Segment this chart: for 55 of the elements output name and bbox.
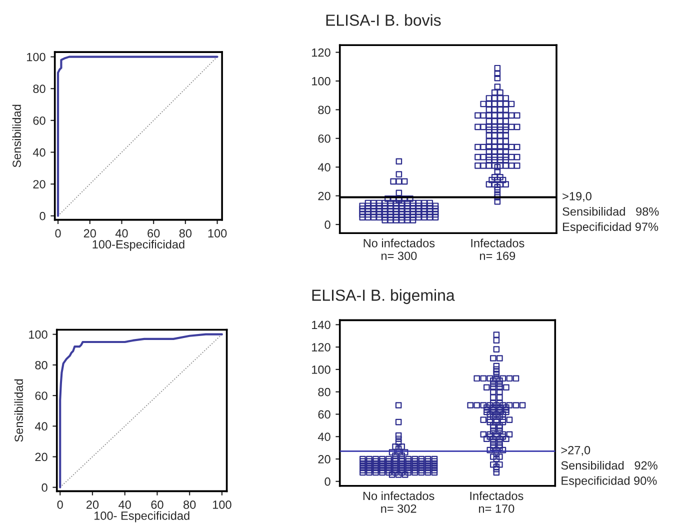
x-tick-label: 40 — [118, 500, 131, 509]
y-tick-label: 20 — [35, 452, 48, 462]
y-tick-label: 20 — [318, 192, 330, 200]
text: Especificidad 97% — [563, 222, 658, 234]
x-tick-label: Infectados n= 169 — [471, 238, 524, 260]
ref-line-label: >19,0 — [562, 192, 592, 202]
y-tick-label: 60 — [318, 134, 330, 143]
x-tick-label: 20 — [86, 500, 99, 509]
y-tick-label: 40 — [32, 148, 46, 157]
y-tick-label: 80 — [33, 84, 46, 94]
text: Sensibilidad 98% — [562, 207, 659, 216]
y-tick-label: 40 — [318, 432, 330, 442]
y-tick-label: 80 — [318, 106, 330, 114]
x-tick-label: 60 — [151, 500, 164, 509]
x-tick-label: No infectados n= 302 — [363, 491, 434, 513]
x-tick-label: 80 — [179, 229, 192, 238]
y-tick-label: 100 — [312, 365, 330, 374]
y-tick-label: 0 — [42, 483, 48, 492]
y-tick-label: 60 — [318, 410, 330, 419]
y-axis-title: Sensibilidad — [14, 379, 24, 442]
x-tick-label: 60 — [148, 229, 160, 238]
y-tick-label: 0 — [324, 220, 330, 229]
y-tick-label: 60 — [33, 116, 46, 125]
x-axis-title: 100- Especificidad — [94, 511, 190, 522]
text: Especificidad 90% — [562, 476, 657, 488]
x-tick-label: 40 — [115, 229, 128, 238]
y-tick-label: 140 — [312, 320, 330, 330]
y-tick-label: 0 — [324, 477, 330, 486]
x-tick-label: No infectados n= 300 — [364, 238, 435, 260]
y-tick-label: 80 — [35, 360, 48, 370]
y-tick-label: 120 — [312, 343, 330, 352]
x-tick-label: 0 — [57, 500, 63, 509]
y-tick-label: 100 — [312, 77, 330, 86]
y-axis-title: Sensibilidad — [12, 104, 22, 168]
y-tick-label: 100 — [27, 52, 46, 62]
y-tick-label: 40 — [318, 163, 330, 172]
ref-line-label: >27,0 — [561, 446, 590, 456]
y-tick-label: 40 — [34, 422, 48, 431]
y-tick-label: 0 — [40, 212, 46, 220]
y-tick-label: 100 — [29, 330, 48, 339]
y-tick-label: 80 — [318, 388, 330, 396]
text: Sensibilidad 92% — [561, 460, 658, 470]
y-tick-label: 20 — [318, 455, 330, 464]
x-tick-label: 0 — [55, 229, 61, 238]
x-axis-title: 100-Especificidad — [92, 240, 184, 251]
x-tick-label: Infectados n= 170 — [470, 491, 524, 513]
x-tick-label: 100 — [208, 229, 227, 238]
x-tick-label: 20 — [84, 229, 96, 238]
chart-title: ELISA-I B. bigemina — [312, 289, 455, 304]
x-tick-label: 80 — [184, 500, 196, 509]
x-tick-label: 100 — [212, 500, 232, 509]
y-tick-label: 20 — [33, 180, 46, 188]
y-tick-label: 60 — [35, 392, 48, 400]
chart-title: ELISA-I B. bovis — [326, 14, 441, 26]
y-tick-label: 120 — [312, 48, 330, 57]
